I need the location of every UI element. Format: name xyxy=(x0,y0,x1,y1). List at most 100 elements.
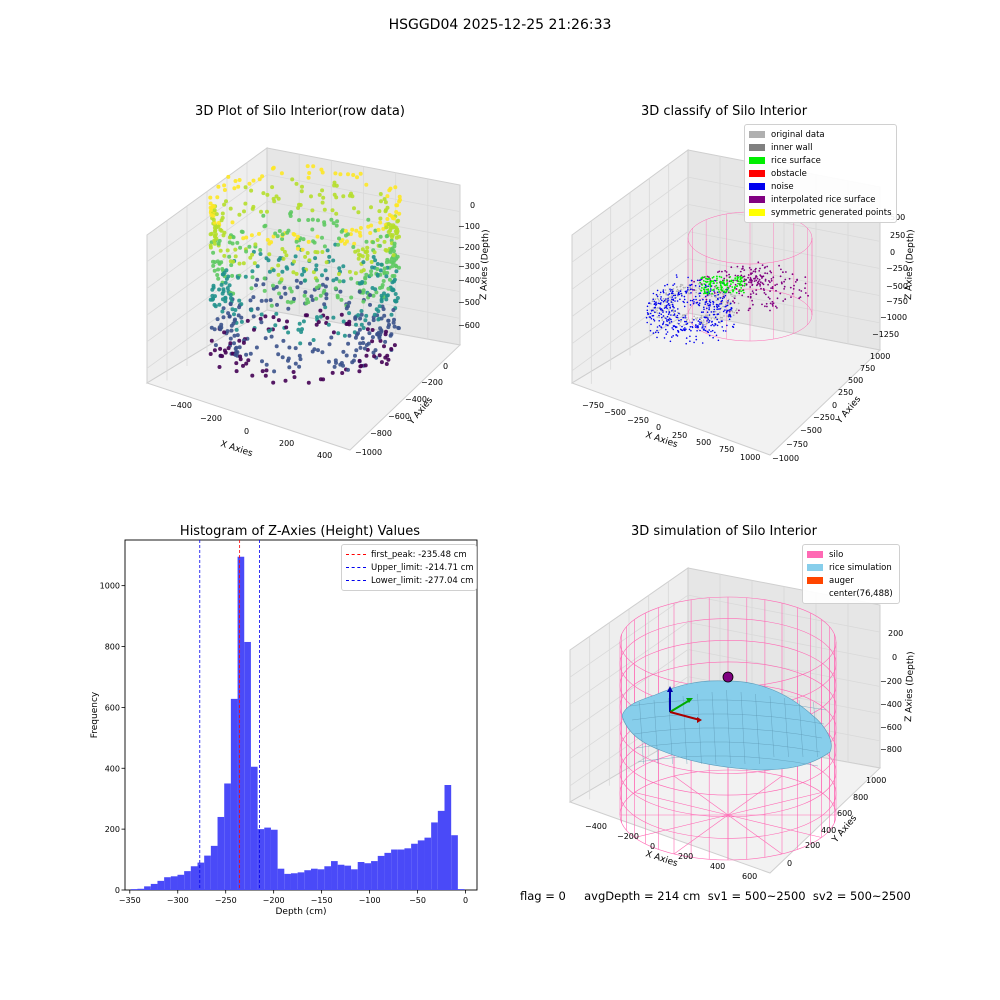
noise-point xyxy=(650,310,653,312)
raw-data-point xyxy=(384,329,388,334)
interpolated-point xyxy=(749,286,752,288)
raw-data-point xyxy=(286,330,291,335)
interpolated-point xyxy=(749,277,752,279)
raw-data-point xyxy=(378,192,383,196)
interpolated-point xyxy=(750,272,752,275)
raw-data-point xyxy=(379,360,384,365)
interpolated-point xyxy=(693,289,696,291)
noise-point xyxy=(667,302,670,305)
rice-surface-point xyxy=(734,277,737,280)
raw-data-point xyxy=(384,225,389,230)
noise-point xyxy=(670,318,672,321)
raw-data-point xyxy=(280,247,285,251)
rice-surface-point xyxy=(721,289,723,292)
original-point xyxy=(688,289,691,292)
panel2-y-tick: −500 xyxy=(800,426,822,435)
original-point xyxy=(656,316,659,318)
raw-data-point xyxy=(381,279,386,283)
raw-data-point xyxy=(305,297,310,302)
noise-point xyxy=(683,298,686,301)
raw-data-point xyxy=(228,341,233,346)
panel2-z-tick: −1250 xyxy=(872,330,899,339)
interpolated-point xyxy=(752,292,755,294)
interpolated-point xyxy=(732,279,735,282)
noise-point xyxy=(691,326,694,329)
raw-data-point xyxy=(218,346,223,351)
raw-data-point xyxy=(225,329,230,334)
original-point xyxy=(683,324,685,326)
original-point xyxy=(695,291,697,294)
x-tick-label: −100 xyxy=(359,896,381,905)
original-point xyxy=(682,286,685,289)
noise-point xyxy=(658,324,661,327)
rice-surface-point xyxy=(707,289,709,291)
noise-point xyxy=(661,299,663,302)
interpolated-point xyxy=(768,297,771,300)
interpolated-point xyxy=(783,285,786,288)
raw-data-point xyxy=(223,299,228,304)
raw-data-point xyxy=(331,221,336,226)
raw-data-point xyxy=(335,219,340,224)
raw-data-point xyxy=(286,358,290,363)
noise-point xyxy=(689,288,692,291)
raw-data-point xyxy=(341,194,346,199)
original-point xyxy=(675,290,678,293)
noise-point xyxy=(666,331,669,333)
interpolated-point xyxy=(767,283,769,286)
noise-point xyxy=(712,300,714,303)
original-point xyxy=(664,289,667,291)
raw-data-point xyxy=(269,334,274,339)
interpolated-point xyxy=(734,283,737,286)
noise-point xyxy=(678,323,680,325)
noise-point xyxy=(687,288,689,291)
interpolated-point xyxy=(733,301,736,304)
noise-point xyxy=(728,315,730,318)
raw-data-point xyxy=(311,338,316,342)
raw-data-point xyxy=(285,299,290,304)
raw-data-point xyxy=(238,354,243,359)
raw-data-point xyxy=(250,206,255,211)
raw-data-point xyxy=(310,208,315,213)
auger-marker xyxy=(722,671,734,683)
panel3-y-label: Frequency xyxy=(90,691,100,738)
noise-point xyxy=(652,298,654,301)
raw-data-point xyxy=(260,369,265,374)
rice-surface-point xyxy=(707,278,710,280)
rice-surface-point xyxy=(724,288,727,291)
panel1-y-tick: −200 xyxy=(421,378,443,387)
original-point xyxy=(657,298,660,301)
raw-data-point xyxy=(334,211,339,216)
interpolated-point xyxy=(791,273,794,276)
surface-mesh-line xyxy=(629,699,827,711)
interpolated-point xyxy=(796,278,798,281)
interpolated-point xyxy=(693,280,695,283)
raw-data-point xyxy=(280,232,285,237)
raw-data-point xyxy=(286,306,291,311)
raw-data-point xyxy=(385,217,390,221)
raw-data-point xyxy=(254,345,259,350)
original-point xyxy=(691,318,694,320)
noise-point xyxy=(691,299,694,302)
original-point xyxy=(650,303,652,305)
noise-point xyxy=(701,342,704,344)
panel2-y-tick: 1000 xyxy=(870,352,890,361)
raw-data-point xyxy=(359,312,364,317)
raw-data-point xyxy=(232,312,236,317)
interpolated-point xyxy=(769,281,771,284)
raw-data-point xyxy=(383,200,388,205)
rice-surface-point xyxy=(705,277,707,280)
raw-data-point xyxy=(283,378,288,383)
raw-data-point xyxy=(386,318,391,323)
original-point xyxy=(685,319,688,322)
panel4-x-tick: 200 xyxy=(678,852,693,861)
raw-data-point xyxy=(280,355,285,360)
noise-point xyxy=(653,307,656,309)
rice-surface-point xyxy=(736,285,739,287)
noise-point xyxy=(654,311,656,314)
noise-point xyxy=(664,284,666,287)
noise-point xyxy=(723,296,725,298)
noise-point xyxy=(694,326,697,328)
raw-data-point xyxy=(250,252,255,257)
noise-point xyxy=(698,285,701,288)
surface-mesh-line xyxy=(682,695,688,765)
